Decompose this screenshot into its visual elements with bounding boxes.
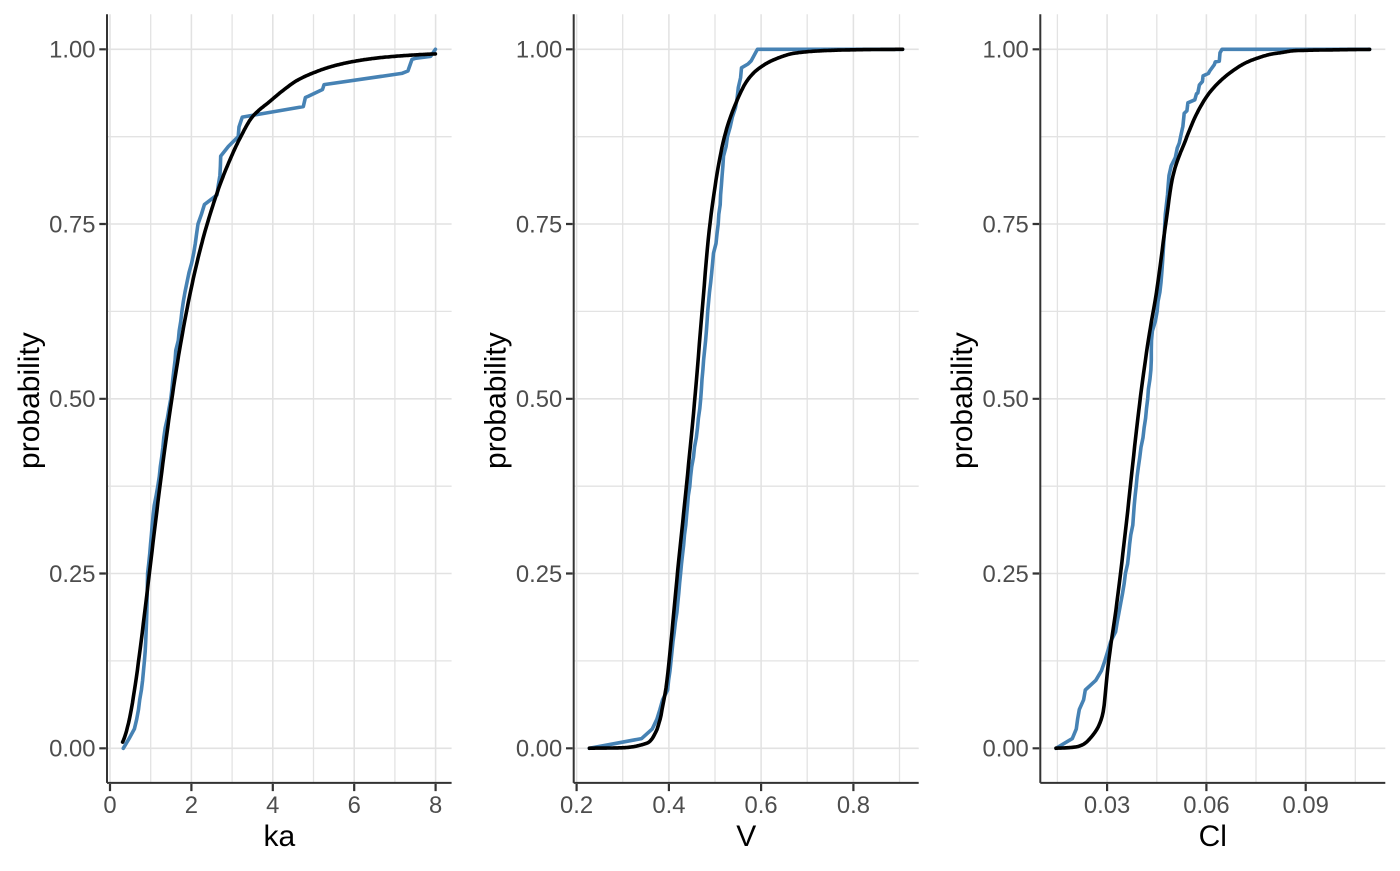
svg-text:0: 0	[103, 792, 116, 819]
svg-text:probability: probability	[13, 332, 46, 469]
svg-text:0.06: 0.06	[1183, 792, 1229, 819]
svg-text:4: 4	[266, 792, 279, 819]
svg-text:1.00: 1.00	[982, 37, 1028, 64]
svg-text:0.50: 0.50	[516, 386, 562, 413]
svg-text:0.00: 0.00	[49, 736, 95, 763]
svg-text:0.00: 0.00	[516, 736, 562, 763]
svg-text:0.2: 0.2	[560, 792, 593, 819]
svg-text:0.25: 0.25	[982, 561, 1028, 588]
svg-text:1.00: 1.00	[49, 37, 95, 64]
svg-text:Cl: Cl	[1199, 820, 1227, 853]
svg-text:0.25: 0.25	[49, 561, 95, 588]
svg-text:0.75: 0.75	[516, 211, 562, 238]
svg-text:0.00: 0.00	[982, 736, 1028, 763]
svg-text:probability: probability	[946, 332, 979, 469]
svg-text:1.00: 1.00	[516, 37, 562, 64]
svg-text:8: 8	[429, 792, 442, 819]
svg-text:0.09: 0.09	[1283, 792, 1329, 819]
svg-text:0.50: 0.50	[49, 386, 95, 413]
svg-text:0.8: 0.8	[837, 792, 870, 819]
svg-text:0.50: 0.50	[982, 386, 1028, 413]
svg-text:0.03: 0.03	[1084, 792, 1130, 819]
svg-text:2: 2	[185, 792, 198, 819]
svg-text:0.25: 0.25	[516, 561, 562, 588]
svg-text:ka: ka	[263, 820, 295, 853]
svg-text:0.6: 0.6	[745, 792, 778, 819]
svg-text:6: 6	[348, 792, 361, 819]
svg-text:0.4: 0.4	[652, 792, 685, 819]
svg-text:probability: probability	[480, 332, 513, 469]
svg-text:0.75: 0.75	[49, 211, 95, 238]
svg-text:V: V	[736, 820, 756, 853]
svg-text:0.75: 0.75	[982, 211, 1028, 238]
